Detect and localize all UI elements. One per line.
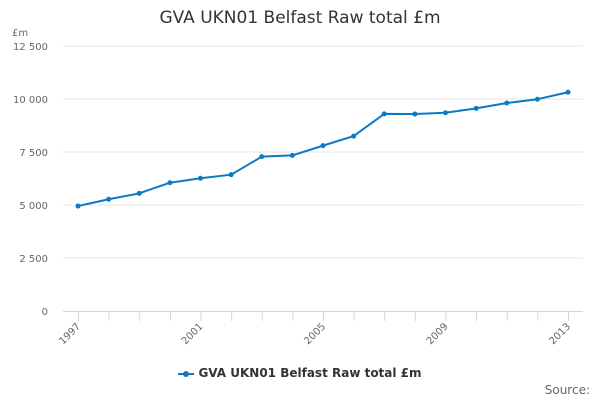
data-point [351,133,357,139]
y-axis-label: £m [12,28,28,39]
data-point [106,196,112,202]
y-tick-label: 0 [42,307,48,318]
x-tick-label: 2013 [547,321,573,347]
data-point [198,175,203,181]
legend[interactable]: GVA UKN01 Belfast Raw total £m [0,366,600,380]
chart-title: GVA UKN01 Belfast Raw total £m [159,8,441,28]
data-point [228,172,234,178]
data-point [289,152,295,158]
x-tick-label: 2001 [180,321,206,347]
legend-symbol [178,370,195,377]
y-tick-label: 2 500 [19,254,48,265]
x-tick-label: 1997 [57,321,83,347]
data-point [167,180,173,186]
data-point [259,154,265,160]
y-tick-label: 7 500 [19,148,48,159]
data-point [565,89,571,95]
series-line [77,91,569,208]
y-tick-label: 10 000 [13,95,48,106]
data-point [412,111,418,117]
x-tick-label: 2009 [425,321,451,347]
data-point [75,203,81,209]
data-point [504,100,510,106]
data-point [136,190,142,196]
y-tick-label: 5 000 [19,201,48,212]
data-point [443,110,448,116]
legend-label: GVA UKN01 Belfast Raw total £m [198,366,422,380]
data-point [320,143,326,149]
source-label: Source: [544,383,590,397]
x-tick-label: 2005 [302,321,328,347]
data-point [381,111,387,117]
y-tick-label: 12 500 [13,42,48,53]
data-point [473,105,479,111]
data-point [534,96,540,102]
